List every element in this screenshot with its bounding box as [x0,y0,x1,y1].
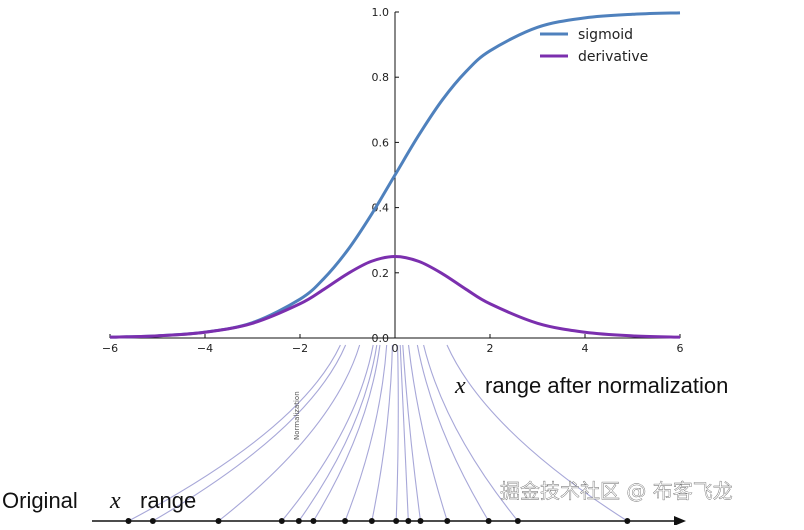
normalization-line [423,344,519,522]
x-tick-label: 6 [677,342,684,355]
legend-label-sigmoid: sigmoid [578,27,633,43]
normalization-line [344,344,388,522]
x-tick-label: 0 [392,342,399,355]
normalization-line [395,344,399,522]
legend: sigmoid derivative [540,27,648,65]
normalization-line [152,344,347,522]
x-tick-label: −4 [197,342,213,355]
normalization-line [298,344,378,522]
original-label-var: x [109,488,121,514]
axis-arrowhead [674,516,686,526]
normalization-lines [128,344,628,522]
x-tick-label: 2 [487,342,494,355]
y-tick-label: 0.8 [372,71,390,84]
watermark: 掘金技术社区 @ 布客飞龙 [500,479,733,503]
normalization-line [407,344,448,522]
legend-label-derivative: derivative [578,49,648,65]
normalization-line [402,344,422,522]
normalization-line [371,344,393,522]
original-label-suffix: range [140,488,196,513]
normalization-line [312,344,381,522]
normalization-line [281,344,374,522]
y-tick-label: 0.0 [372,332,390,345]
x-ticks: −6 −4 −2 0 2 4 6 [102,334,684,355]
normalization-line [128,344,341,522]
after-normalization-label: range after normalization [485,373,728,398]
x-tick-label: 4 [582,342,589,355]
normalization-line [446,344,628,522]
series-line-derivative [109,254,681,339]
x-tick-label: −6 [102,342,118,355]
normalization-line [416,344,490,522]
series-group [109,11,681,339]
y-tick-label: 0.2 [372,267,390,280]
y-tick-label: 1.0 [372,6,390,19]
after-normalization-var: x [454,373,466,399]
x-tick-label: −2 [292,342,308,355]
y-ticks: 0.00.20.40.60.81.0 [372,6,399,345]
normalization-line [399,344,409,522]
normalization-label: Normalization [293,391,301,440]
normalization-line [218,344,361,522]
original-label: Original [2,488,78,513]
y-tick-label: 0.6 [372,136,390,149]
